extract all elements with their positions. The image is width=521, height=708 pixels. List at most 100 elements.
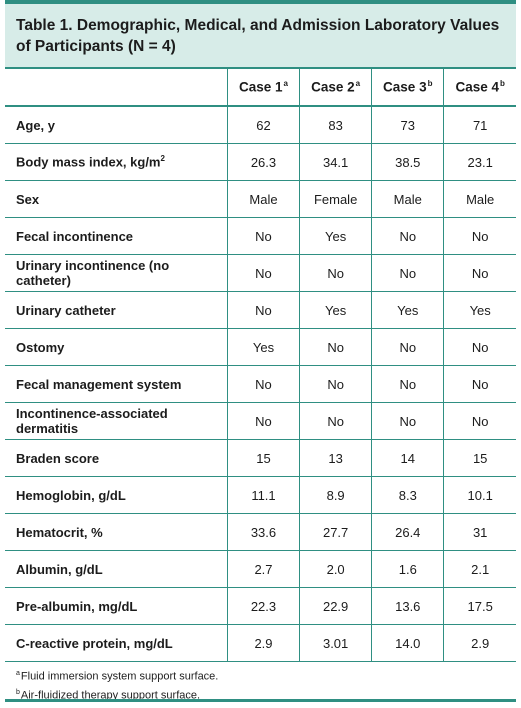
- cell-value: No: [443, 217, 516, 255]
- cell-value: 11.1: [226, 476, 300, 514]
- row-label-text: Braden score: [16, 450, 100, 466]
- table-row: C-reactive protein, mg/dL 2.9 3.01 14.0 2.9: [5, 624, 516, 662]
- cell-value: 14.0: [371, 624, 444, 662]
- table-row: Ostomy Yes No No No: [5, 328, 516, 366]
- column-header-label: Case 1: [238, 79, 283, 95]
- cell-value: No: [299, 328, 372, 366]
- row-label-text: Albumin, g/dL: [16, 561, 103, 577]
- cell-value: No: [443, 328, 516, 366]
- cell-value: 22.3: [226, 587, 300, 625]
- row-label-text: Urinary catheter: [16, 302, 116, 318]
- cell-value: 26.3: [226, 143, 300, 181]
- table-row: Fecal incontinence No Yes No No: [5, 217, 516, 255]
- cell-value: No: [299, 402, 372, 440]
- cell-value: 8.9: [299, 476, 372, 514]
- cell-value: 2.1: [443, 550, 516, 588]
- row-label-text: Incontinence-associated dermatitis: [16, 406, 168, 436]
- cell-value: 15: [226, 439, 300, 477]
- row-label: Pre-albumin, mg/dL: [5, 587, 228, 625]
- cell-value: 34.1: [299, 143, 372, 181]
- cell-value: Yes: [226, 328, 300, 366]
- row-label-text: Body mass index, kg/m: [16, 154, 161, 170]
- row-label: Ostomy: [5, 328, 228, 366]
- cell-value: 14: [371, 439, 444, 477]
- cell-value: 31: [443, 513, 516, 551]
- cell-value: 13.6: [371, 587, 444, 625]
- header-row: Case 1a Case 2a Case 3b Case 4b: [5, 69, 516, 107]
- footnote: aFluid immersion system support surface.: [16, 666, 505, 685]
- table-row: Fecal management system No No No No: [5, 365, 516, 403]
- row-label: Fecal incontinence: [5, 217, 228, 255]
- cell-value: Female: [299, 180, 372, 218]
- cell-value: 15: [443, 439, 516, 477]
- table-row: Pre-albumin, mg/dL 22.3 22.9 13.6 17.5: [5, 587, 516, 625]
- cell-value: Male: [443, 180, 516, 218]
- cell-value: No: [371, 254, 444, 292]
- cell-value: Male: [371, 180, 444, 218]
- cell-value: No: [299, 254, 372, 292]
- row-label: Hematocrit, %: [5, 513, 228, 551]
- table-row: Body mass index, kg/m2 26.3 34.1 38.5 23.1: [5, 143, 516, 181]
- cell-value: No: [443, 402, 516, 440]
- row-label: Sex: [5, 180, 228, 218]
- table-card: Table 1. Demographic, Medical, and Admis…: [5, 0, 516, 703]
- column-header: Case 4b: [443, 69, 516, 107]
- footnote-marker: b: [16, 688, 20, 696]
- table-row: Incontinence-associated dermatitis No No No…: [5, 402, 516, 440]
- cell-value: 33.6: [226, 513, 300, 551]
- row-label-text: Ostomy: [16, 339, 65, 355]
- cell-value: 73: [371, 106, 444, 144]
- column-header-sup: b: [427, 79, 433, 89]
- row-label: Braden score: [5, 439, 228, 477]
- column-header: Case 1a: [226, 69, 300, 107]
- cell-value: 17.5: [443, 587, 516, 625]
- cell-value: 2.9: [443, 624, 516, 662]
- table-row: Hemoglobin, g/dL 11.1 8.9 8.3 10.1: [5, 476, 516, 514]
- row-label: Hemoglobin, g/dL: [5, 476, 228, 514]
- cell-value: 2.9: [226, 624, 300, 662]
- row-label-text: Fecal incontinence: [16, 228, 134, 244]
- column-header-label: Case 2: [311, 79, 355, 95]
- row-label-text: Hematocrit, %: [16, 524, 103, 540]
- column-header-label: Case 4: [455, 79, 499, 95]
- cell-value: 3.01: [299, 624, 372, 662]
- cell-value: 2.0: [299, 550, 372, 588]
- cell-value: 23.1: [443, 143, 516, 181]
- cell-value: 26.4: [371, 513, 444, 551]
- cell-value: 1.6: [371, 550, 444, 588]
- cell-value: No: [226, 254, 300, 292]
- row-label-text: C-reactive protein, mg/dL: [16, 635, 173, 651]
- row-label-text: Pre-albumin, mg/dL: [16, 598, 138, 614]
- table-title: Table 1. Demographic, Medical, and Admis…: [5, 4, 516, 69]
- cell-value: No: [371, 328, 444, 366]
- row-label: Urinary catheter: [5, 291, 228, 329]
- table-row: Urinary catheter No Yes Yes Yes: [5, 291, 516, 329]
- cell-value: No: [226, 291, 300, 329]
- cell-value: 13: [299, 439, 372, 477]
- cell-value: No: [226, 365, 300, 403]
- data-table: Case 1a Case 2a Case 3b Case 4b Age, y 62…: [5, 69, 516, 662]
- cell-value: 62: [226, 106, 300, 144]
- table-row: Albumin, g/dL 2.7 2.0 1.6 2.1: [5, 550, 516, 588]
- footnote-marker: a: [16, 670, 20, 677]
- row-label: Body mass index, kg/m2: [5, 143, 228, 181]
- row-label: Age, y: [5, 106, 228, 144]
- cell-value: No: [443, 254, 516, 292]
- row-label-text: Fecal management system: [16, 376, 182, 392]
- footnote-text: Air-fluidized therapy support surface.: [20, 689, 201, 702]
- cell-value: 27.7: [299, 513, 372, 551]
- cell-value: No: [299, 365, 372, 403]
- footnotes: aFluid immersion system support surface.…: [5, 662, 516, 703]
- cell-value: 38.5: [371, 143, 444, 181]
- row-label: Fecal management system: [5, 365, 228, 403]
- cell-value: Yes: [443, 291, 516, 329]
- column-header-label: Case 3: [383, 79, 427, 95]
- cell-value: 2.7: [226, 550, 300, 588]
- cell-value: 22.9: [299, 587, 372, 625]
- cell-value: No: [226, 402, 300, 440]
- column-header-sup: b: [500, 79, 505, 89]
- table-row: Sex Male Female Male Male: [5, 180, 516, 218]
- cell-value: No: [226, 217, 300, 255]
- table-row: Braden score 15 13 14 15: [5, 439, 516, 477]
- cell-value: No: [371, 365, 444, 403]
